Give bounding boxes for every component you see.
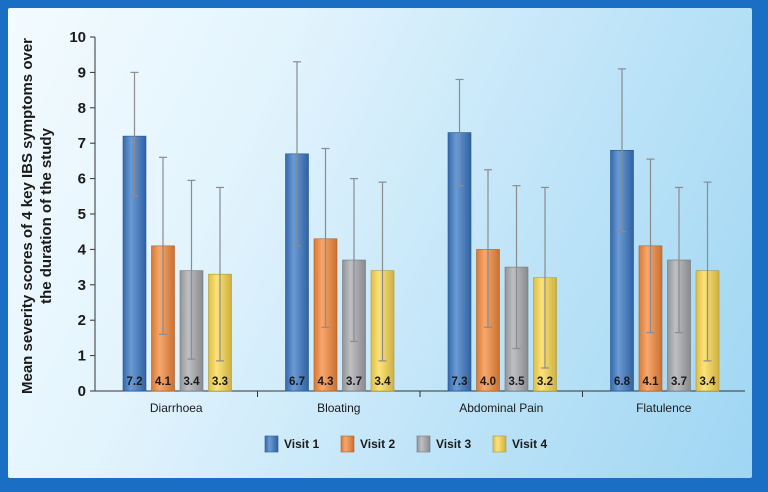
- y-tick-label: 5: [78, 206, 86, 223]
- y-tick-label: 1: [78, 348, 86, 365]
- y-tick-label: 2: [78, 312, 86, 329]
- data-label: 4.1: [155, 376, 172, 388]
- y-tick-label: 9: [78, 64, 86, 81]
- legend-label: Visit 2: [360, 437, 395, 451]
- y-tick-label: 7: [78, 135, 86, 152]
- x-category-label: Abdominal Pain: [459, 401, 543, 415]
- x-category-label: Diarrhoea: [150, 401, 203, 415]
- data-label: 4.3: [318, 376, 334, 388]
- data-label: 3.7: [671, 376, 687, 388]
- legend-swatch: [340, 435, 355, 453]
- legend-label: Visit 4: [512, 437, 547, 451]
- y-axis-label-line-2: the duration of the study: [38, 127, 55, 303]
- y-tick-label: 6: [78, 171, 86, 188]
- y-tick-label: 8: [78, 100, 86, 117]
- data-label: 3.4: [700, 376, 717, 388]
- y-tick-label: 0: [78, 383, 86, 400]
- data-label: 3.5: [509, 376, 526, 388]
- x-category-labels: Diarrhoea Bloating Abdominal Pain Flatulenc…: [150, 401, 692, 415]
- y-axis-label-line-1: Mean severity scores of 4 key IBS sympto…: [19, 38, 36, 394]
- data-label: 4.1: [643, 376, 660, 388]
- x-category-label: Flatulence: [636, 401, 692, 415]
- y-tick-label: 10: [69, 29, 86, 46]
- data-label: 3.4: [375, 376, 392, 388]
- y-tick-label: 4: [78, 241, 87, 258]
- legend-swatch: [264, 435, 279, 453]
- legend-swatch: [416, 435, 431, 453]
- data-label: 7.2: [127, 376, 143, 388]
- data-label: 3.2: [537, 376, 553, 388]
- data-label: 7.3: [452, 376, 468, 388]
- chart-panel: Mean severity scores of 4 key IBS sympto…: [8, 8, 752, 478]
- data-label: 6.7: [289, 376, 305, 388]
- data-label: 6.8: [614, 376, 631, 388]
- data-label: 3.4: [184, 376, 201, 388]
- x-category-label: Bloating: [317, 401, 360, 415]
- data-label: 3.7: [346, 376, 362, 388]
- legend-swatch: [492, 435, 507, 453]
- y-tick-labels: 0 1 2 3 4 5 6 7 8 9 10: [69, 29, 95, 400]
- legend-label: Visit 1: [284, 437, 319, 451]
- legend: Visit 1 Visit 2 Visit 3 Visit 4: [264, 435, 547, 453]
- data-label: 3.3: [212, 376, 228, 388]
- y-tick-label: 3: [78, 277, 86, 294]
- legend-label: Visit 3: [436, 437, 471, 451]
- data-label: 4.0: [480, 376, 496, 388]
- bars: 7.2 4.1 3.4 3.3 6.7 4.3 3.7 3.4 7.3 4.0 3.5 3.2 6.8 4…: [122, 61, 720, 392]
- bar-chart: Mean severity scores of 4 key IBS sympto…: [19, 29, 745, 453]
- y-axis-label: Mean severity scores of 4 key IBS sympto…: [19, 38, 55, 394]
